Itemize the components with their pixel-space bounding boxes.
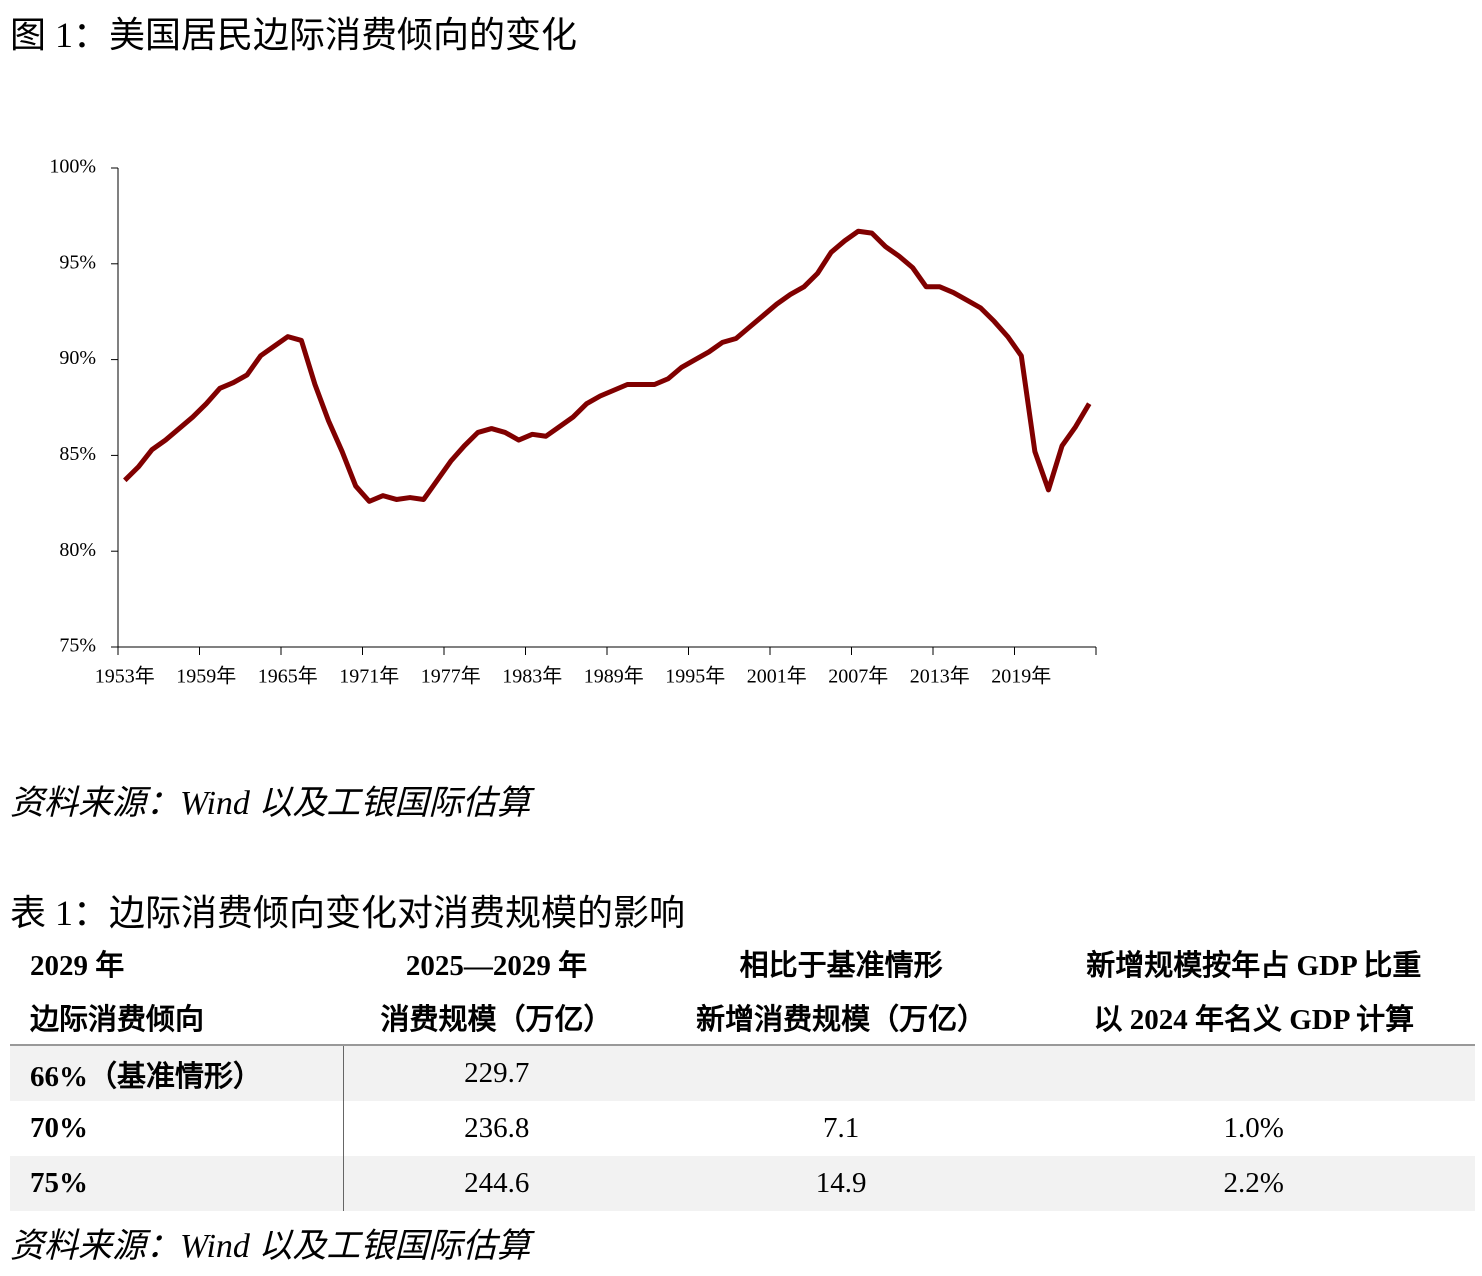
x-tick-label: 1971年 xyxy=(339,665,399,688)
y-tick-label: 90% xyxy=(59,347,96,369)
table-cell xyxy=(649,1044,1033,1101)
x-tick-label: 2007年 xyxy=(828,665,888,688)
table-cell: 7.1 xyxy=(822,1112,860,1144)
x-tick-label: 2001年 xyxy=(747,665,807,688)
header-row: 2029 年 2025—2029 年 相比于基准情形 新增规模按年占 GDP 比重 xyxy=(10,936,1475,990)
table-cell: 1.0% xyxy=(1223,1112,1284,1144)
x-tick-label: 1995年 xyxy=(665,665,725,688)
table: 2029 年 2025—2029 年 相比于基准情形 新增规模按年占 GDP 比重边际… xyxy=(10,936,1475,1211)
table-cell: 236.8 xyxy=(464,1112,530,1144)
table-cell: 75% xyxy=(10,1156,344,1211)
x-tick-label: 1977年 xyxy=(421,665,481,688)
x-tick-label: 2019年 xyxy=(991,665,1051,688)
figure-caption: 图 1：美国居民边际消费倾向的变化 xyxy=(10,15,578,55)
x-tick-label: 1965年 xyxy=(258,665,318,688)
table-cell: 14.9 xyxy=(649,1156,1033,1211)
line-series xyxy=(123,228,1092,504)
header-cell: 消费规模（万亿） xyxy=(380,1004,613,1036)
table-row: 75% 244.6 14.9 2.2% xyxy=(10,1156,1475,1211)
header-row: 边际消费倾向 消费规模（万亿） 新增消费规模（万亿） 以 2024 年名义 GDP 计… xyxy=(10,990,1475,1045)
header-cell: 新增规模按年占 GDP 比重 xyxy=(1086,950,1422,982)
table-source: 资料来源：Wind 以及工银国际估算 xyxy=(10,1228,531,1265)
header-cell: 2029 年 xyxy=(30,950,125,982)
y-tick-label: 80% xyxy=(59,539,96,561)
chart: 75% 80% 85% 90% 95% 100% 1953年 1959年 1965年 1971年 1… xyxy=(49,156,1097,688)
header-cell: 2025—2029 年 xyxy=(405,950,588,982)
table-cell: 2.2% xyxy=(1032,1156,1475,1211)
header-cell: 边际消费倾向 xyxy=(30,1004,205,1036)
y-tick-label: 100% xyxy=(49,156,96,178)
table-row: 66%（基准情形） 229.7 xyxy=(10,1044,1475,1101)
y-tick-label: 95% xyxy=(59,251,96,273)
y-tick-label: 75% xyxy=(59,635,96,657)
table-cell: 66%（基准情形） xyxy=(10,1044,344,1101)
table-cell: 244.6 xyxy=(343,1156,650,1211)
header-cell: 新增消费规模（万亿） xyxy=(696,1004,987,1036)
table-cell: 70% xyxy=(10,1101,344,1156)
x-tick-label: 1989年 xyxy=(584,665,644,688)
header-cell: 以 2024 年名义 GDP 计算 xyxy=(1093,1004,1415,1036)
x-tick-label: 1959年 xyxy=(176,665,236,688)
figure-source: 资料来源：Wind 以及工银国际估算 xyxy=(10,785,531,822)
x-tick-label: 1983年 xyxy=(502,665,562,688)
header-cell: 相比于基准情形 xyxy=(739,950,943,982)
table-cell: 229.7 xyxy=(343,1044,650,1101)
x-tick-label: 2013年 xyxy=(910,665,970,688)
x-tick-label: 1953年 xyxy=(95,665,155,688)
table-row: 70% 236.8 7.1 1.0% xyxy=(10,1101,1475,1156)
y-tick-label: 85% xyxy=(59,443,96,465)
table-caption: 表 1：边际消费倾向变化对消费规模的影响 xyxy=(10,893,686,933)
table-cell xyxy=(1032,1044,1475,1101)
